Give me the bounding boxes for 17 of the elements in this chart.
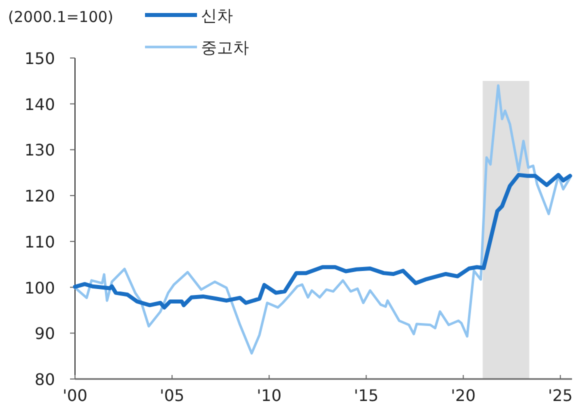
x-tick-label: '10: [256, 386, 282, 405]
legend-label: 신차: [201, 6, 233, 25]
y-tick-label: 90: [34, 324, 55, 344]
x-tick-label: '05: [160, 386, 184, 405]
x-tick-label: '00: [62, 386, 88, 405]
y-tick-label: 130: [24, 140, 55, 160]
y-tick-label: 140: [24, 94, 55, 114]
x-tick-label: '15: [354, 386, 379, 405]
y-axis-title: (2000.1=100): [8, 8, 114, 26]
y-tick-label: 110: [24, 232, 55, 252]
legend-label: 중고차: [201, 38, 249, 57]
y-tick-label: 120: [24, 186, 55, 206]
y-tick-label: 150: [24, 49, 55, 68]
x-tick-label: '25: [548, 386, 573, 405]
x-tick-label: '20: [450, 386, 476, 405]
y-tick-label: 80: [34, 370, 55, 389]
y-tick-label: 100: [24, 278, 55, 298]
